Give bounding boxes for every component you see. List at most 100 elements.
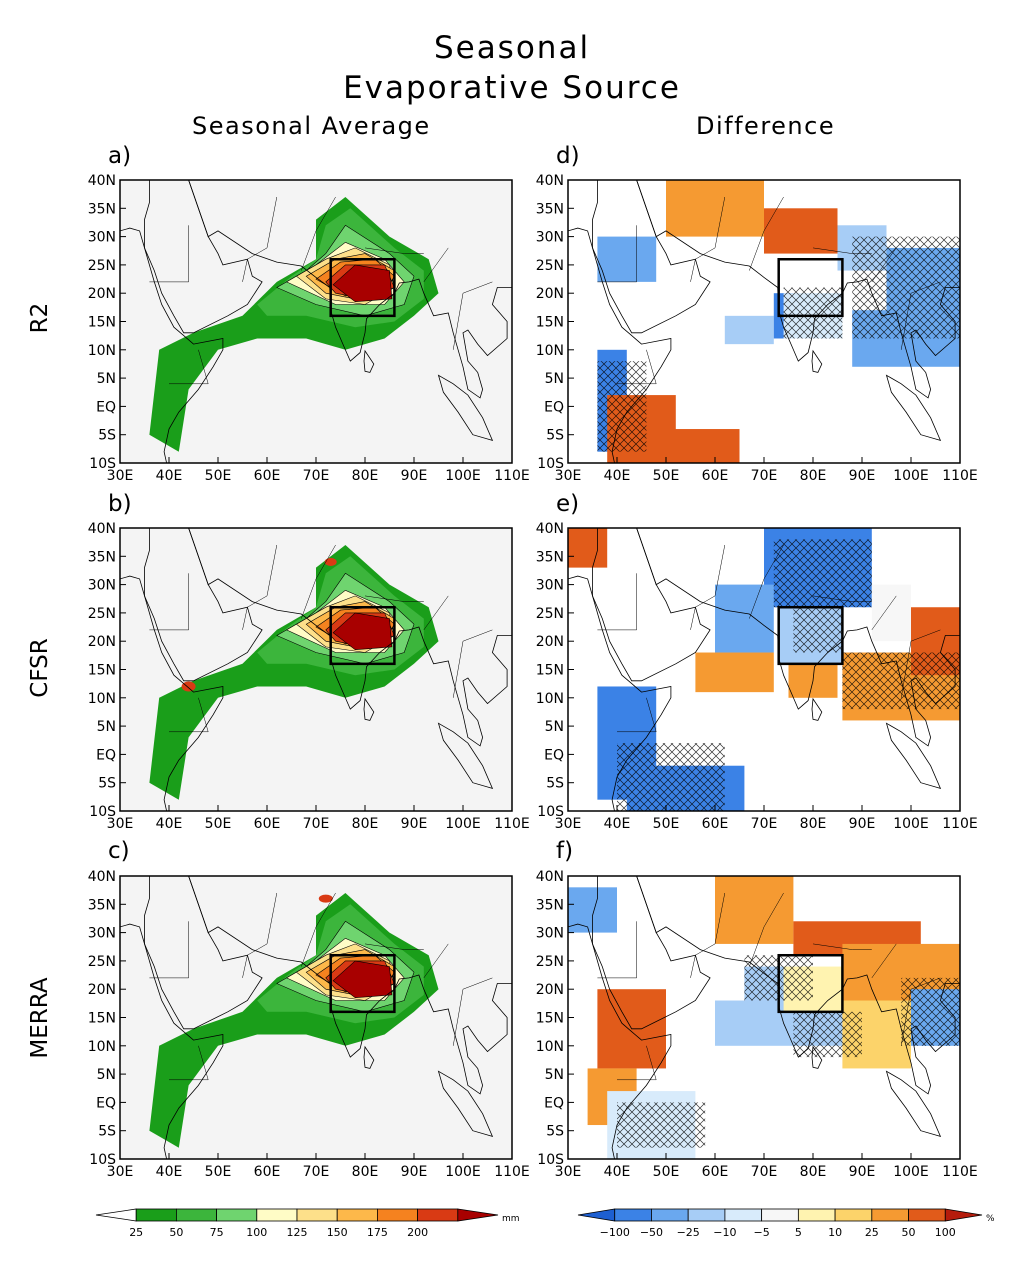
lat-tick-label: 40N xyxy=(536,173,564,189)
colorbar-difference-unit: % xyxy=(986,1214,995,1224)
lon-tick-label: 70E xyxy=(303,816,330,832)
coastline-1 xyxy=(144,528,263,682)
country-border-3 xyxy=(812,943,872,950)
lon-tick-label: 50E xyxy=(205,468,232,484)
colorbar-difference-tick-label: −5 xyxy=(754,1226,770,1239)
panel-label-d: d) xyxy=(556,143,580,169)
significance-hatch-2 xyxy=(597,361,647,452)
lat-tick-label: 15N xyxy=(536,663,564,679)
colorbar-average-swatch xyxy=(135,1208,177,1222)
country-border-1 xyxy=(690,196,726,282)
country-border-5 xyxy=(900,629,941,698)
lat-tick-label: 10N xyxy=(536,343,564,359)
colorbar-difference-arrow-left xyxy=(577,1208,616,1222)
colorbar-difference-swatch xyxy=(724,1208,763,1222)
lat-tick-label: 5S xyxy=(546,428,564,444)
lon-tick-label: 40E xyxy=(156,816,183,832)
colorbar-average-tick-label: 50 xyxy=(169,1226,183,1239)
panel-label-e: e) xyxy=(556,491,580,517)
colorbar-difference-swatch xyxy=(651,1208,689,1222)
lat-tick-label: 25N xyxy=(88,954,116,970)
lon-tick-label: 70E xyxy=(751,1164,778,1180)
colorbar-average-arrow-left xyxy=(95,1208,137,1222)
coastline-3 xyxy=(811,349,823,373)
coastline-1 xyxy=(144,876,263,1030)
lat-tick-label: 30N xyxy=(536,926,564,942)
lat-tick-label: 20N xyxy=(536,634,564,650)
country-border-6 xyxy=(169,697,209,733)
difference-block-1 xyxy=(764,208,838,254)
country-border-6 xyxy=(169,1045,209,1081)
colorbar-difference-tick-label: −10 xyxy=(713,1226,736,1239)
lat-tick-label: EQ xyxy=(544,1095,564,1111)
country-border-4 xyxy=(423,247,449,283)
colorbar-difference-swatch xyxy=(834,1208,873,1222)
lon-tick-label: 90E xyxy=(849,816,876,832)
country-border-0 xyxy=(597,573,637,631)
lon-tick-label: 60E xyxy=(254,468,281,484)
local-max xyxy=(181,681,196,692)
significance-hatch-0 xyxy=(773,539,872,608)
lon-tick-label: 60E xyxy=(702,468,729,484)
lat-tick-label: 25N xyxy=(536,606,564,622)
lat-tick-label: 40N xyxy=(88,173,116,189)
coastline-4 xyxy=(437,374,494,442)
colorbar-average-tick-label: 175 xyxy=(367,1226,388,1239)
colorbar-difference-swatch xyxy=(614,1208,652,1222)
lat-tick-label: 5S xyxy=(98,1124,116,1140)
lon-tick-label: 90E xyxy=(849,468,876,484)
lat-tick-label: 5N xyxy=(545,1067,564,1083)
colorbar-average-swatch xyxy=(216,1208,258,1222)
lon-tick-label: 100E xyxy=(445,816,481,832)
country-border-3 xyxy=(812,595,872,602)
colorbar-difference-tick-label: −25 xyxy=(677,1226,700,1239)
lat-tick-label: 35N xyxy=(88,897,116,913)
lon-tick-label: 60E xyxy=(254,1164,281,1180)
colorbar-average-swatch xyxy=(417,1208,459,1222)
panel-label-b: b) xyxy=(108,491,132,517)
lat-tick-label: 10S xyxy=(537,456,564,472)
lon-tick-label: 40E xyxy=(156,468,183,484)
lon-tick-label: 110E xyxy=(494,816,530,832)
study-region-box xyxy=(329,257,396,318)
lat-tick-label: 10S xyxy=(89,1152,116,1168)
lat-tick-label: EQ xyxy=(96,1095,116,1111)
country-border-5 xyxy=(452,977,493,1046)
lat-tick-label: 35N xyxy=(536,549,564,565)
lat-tick-label: 40N xyxy=(88,869,116,885)
lat-tick-label: 10S xyxy=(89,804,116,820)
country-border-2 xyxy=(749,196,784,271)
colorbar-average-arrow-right xyxy=(457,1208,499,1222)
lon-tick-label: 110E xyxy=(494,1164,530,1180)
country-border-1 xyxy=(690,892,726,978)
lat-tick-label: 20N xyxy=(88,982,116,998)
lon-tick-label: 30E xyxy=(555,468,582,484)
country-border-4 xyxy=(871,595,897,631)
significance-hatch-2 xyxy=(617,1102,706,1148)
colorbar-average-tick-label: 75 xyxy=(210,1226,224,1239)
colorbar-difference-tick-label: −50 xyxy=(640,1226,663,1239)
colorbar-average: 25 50 75 100 125 150 175 200 mm xyxy=(95,1208,520,1239)
lon-tick-label: 60E xyxy=(702,816,729,832)
lon-tick-label: 100E xyxy=(445,468,481,484)
lon-tick-label: 70E xyxy=(751,816,778,832)
lat-tick-label: 30N xyxy=(536,230,564,246)
colorbar-average-swatch xyxy=(296,1208,338,1222)
difference-block-0 xyxy=(666,180,764,237)
lon-tick-label: 110E xyxy=(942,816,978,832)
panel-label-a: a) xyxy=(108,143,132,169)
coastline-1 xyxy=(592,876,711,1030)
difference-block-10 xyxy=(568,528,608,568)
lat-tick-label: 20N xyxy=(88,634,116,650)
lon-tick-label: 80E xyxy=(352,1164,379,1180)
colorbar-difference-swatch xyxy=(761,1208,799,1222)
difference-block-2 xyxy=(695,652,774,693)
panel-a-field xyxy=(120,180,512,463)
country-border-5 xyxy=(900,281,941,350)
lat-tick-label: 30N xyxy=(536,578,564,594)
contour-band-8 xyxy=(332,612,393,651)
lat-tick-label: 10S xyxy=(537,804,564,820)
panel-label-f: f) xyxy=(556,838,574,864)
coastline-4 xyxy=(437,722,494,790)
